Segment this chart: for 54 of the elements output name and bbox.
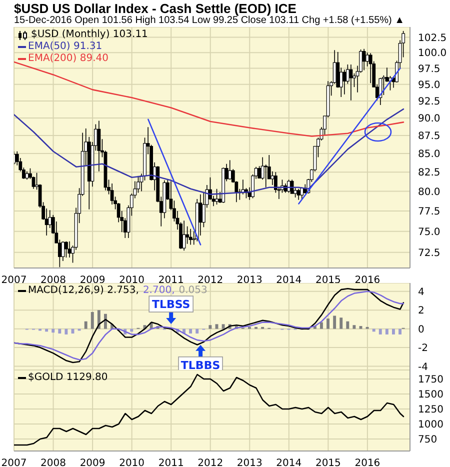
y-tick-label: 0 xyxy=(418,324,424,336)
y-tick-label: 92.5 xyxy=(418,96,440,108)
x-tick-label: 2008 xyxy=(40,458,66,467)
annotation: TLBSS xyxy=(152,298,190,312)
x-tick-label: 2010 xyxy=(119,458,145,467)
x-tick-label: 2009 xyxy=(80,458,106,467)
x-tick-label: 2008 xyxy=(40,275,66,286)
y-tick-label: -2 xyxy=(418,343,428,354)
x-tick-label: 2013 xyxy=(236,275,262,286)
y-tick-label: 80.0 xyxy=(418,186,440,198)
x-tick-label: 2007 xyxy=(1,458,27,467)
x-tick-label: 2015 xyxy=(315,275,341,286)
legend-label: $GOLD 1129.80 xyxy=(28,372,108,384)
y-tick-label: 1500 xyxy=(418,390,444,401)
x-tick-label: 2011 xyxy=(158,275,184,286)
x-tick-label: 2007 xyxy=(1,275,27,286)
text: 0.053 xyxy=(178,285,208,297)
legend-label: EMA(50) 91.31 xyxy=(28,41,102,53)
y-tick-label: -4 xyxy=(418,362,428,373)
annotation: TLBBS xyxy=(180,358,220,372)
y-tick-label: 1750 xyxy=(418,374,444,386)
x-tick-label: 2013 xyxy=(236,458,262,467)
y-tick-label: 77.5 xyxy=(418,206,440,218)
x-tick-label: 2012 xyxy=(198,275,224,286)
y-tick-label: 82.5 xyxy=(418,168,440,179)
x-tick-label: 2015 xyxy=(315,458,341,467)
y-tick-label: 2 xyxy=(418,306,424,317)
legend-label: $USD (Monthly) 103.11 xyxy=(31,29,148,41)
y-tick-label: 102.5 xyxy=(418,32,447,44)
x-tick-label: 2009 xyxy=(80,275,106,286)
y-tick-label: 100.0 xyxy=(418,48,447,60)
y-tick-label: 1000 xyxy=(418,420,444,431)
legend-label: EMA(200) 89.40 xyxy=(28,53,108,65)
x-tick-label: 2010 xyxy=(119,275,145,286)
y-tick-label: 90.0 xyxy=(418,114,440,125)
chart-subtitle: 15-Dec-2016 Open 101.56 High 103.54 Low 99.25 Close 103.11 Chg +1.58 (+1.55%) ▲ xyxy=(14,15,405,26)
x-tick-label: 2016 xyxy=(354,275,380,286)
y-tick-label: 87.5 xyxy=(418,131,440,142)
x-tick-label: 2016 xyxy=(354,458,380,467)
legend-label: MACD(12,26,9) 2.753, xyxy=(28,285,139,297)
x-tick-label: 2014 xyxy=(276,275,302,286)
y-tick-label: 1250 xyxy=(418,404,444,416)
y-tick-label: 97.5 xyxy=(418,64,440,75)
y-tick-label: 85.0 xyxy=(418,149,440,160)
y-tick-label: 75.0 xyxy=(418,226,440,238)
y-tick-label: 4 xyxy=(418,286,424,298)
text: 2.700, xyxy=(142,285,175,297)
chart-title: $USD US Dollar Index - Cash Settle (EOD) ICE xyxy=(14,1,296,16)
x-tick-label: 2011 xyxy=(158,458,184,467)
y-tick-label: 72.5 xyxy=(418,248,440,259)
x-tick-label: 2012 xyxy=(198,458,224,467)
x-tick-label: 2014 xyxy=(276,458,302,467)
y-tick-label: 95.0 xyxy=(418,80,440,91)
y-tick-label: 750 xyxy=(418,434,438,446)
